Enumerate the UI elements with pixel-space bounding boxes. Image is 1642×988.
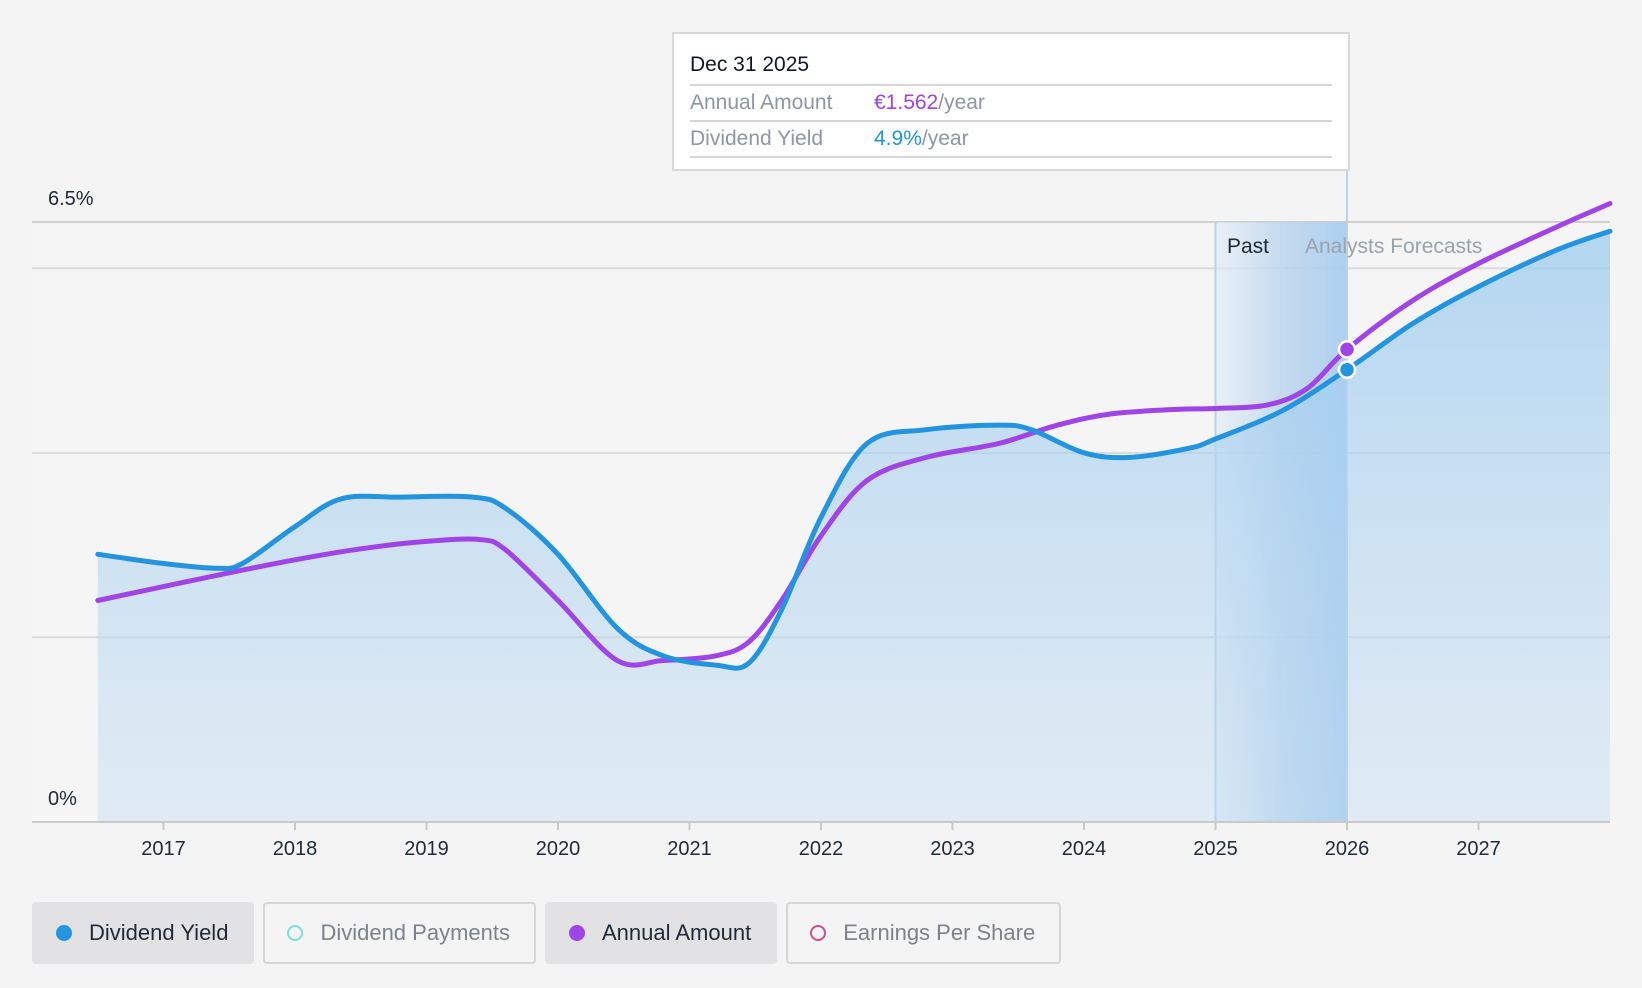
- tooltip-row-annual-amount: Annual Amount €1.562 /year: [690, 86, 1332, 122]
- past-label: Past: [1227, 235, 1269, 258]
- dividend-yield-area: [97, 231, 1610, 822]
- x-tick-label: 2023: [930, 838, 975, 860]
- legend-annual-amount-label: Annual Amount: [601, 920, 752, 945]
- legend-dividend-payments-label: Dividend Payments: [320, 920, 510, 945]
- x-tick-label: 2022: [799, 838, 844, 860]
- dividend-payments-dot-icon: [287, 925, 304, 941]
- annual-amount-dot-icon: [568, 925, 585, 941]
- legend-dividend-yield-label: Dividend Yield: [89, 920, 229, 945]
- x-tick-label: 2017: [141, 838, 186, 860]
- tooltip-dividend-yield-value: 4.9%: [874, 127, 922, 150]
- annual-amount-line: [95, 201, 1613, 668]
- dividend-yield-line: [95, 228, 1613, 671]
- tooltip-annual-amount-label: Annual Amount: [690, 91, 833, 114]
- annual-amount-marker: [1337, 340, 1357, 359]
- tooltip-dividend-yield-unit: /year: [921, 127, 969, 150]
- tooltip: Dec 31 2025 Annual Amount €1.562 /year D…: [672, 32, 1350, 171]
- x-axis-ticks: 2017 2018 2019 2020 2021 2022 2023 2024 2025 2026…: [141, 822, 1501, 860]
- x-tick-label: 2026: [1325, 838, 1370, 860]
- dividend-yield-dot-icon: [56, 925, 72, 941]
- legend: Dividend Yield Dividend Payments Annual …: [32, 902, 1070, 964]
- dividend-yield-marker: [1337, 360, 1357, 379]
- y-axis-min-label: 0%: [48, 788, 77, 810]
- tooltip-date: Dec 31 2025: [690, 50, 1332, 86]
- legend-dividend-payments-button[interactable]: Dividend Payments: [263, 902, 536, 964]
- x-tick-label: 2025: [1193, 838, 1238, 860]
- legend-dividend-yield-button[interactable]: Dividend Yield: [32, 902, 255, 964]
- analysts-forecasts-label: Analysts Forecasts: [1305, 235, 1482, 258]
- tooltip-row-dividend-yield: Dividend Yield 4.9% /year: [690, 122, 1332, 158]
- earnings-per-share-dot-icon: [810, 925, 827, 941]
- x-tick-label: 2019: [404, 838, 449, 860]
- x-tick-label: 2027: [1456, 838, 1501, 860]
- legend-earnings-per-share-label: Earnings Per Share: [843, 920, 1036, 945]
- x-tick-label: 2021: [667, 838, 712, 860]
- x-tick-label: 2024: [1062, 838, 1107, 860]
- tooltip-dividend-yield-label: Dividend Yield: [690, 127, 824, 150]
- y-axis-max-label: 6.5%: [48, 188, 94, 210]
- legend-earnings-per-share-button[interactable]: Earnings Per Share: [786, 902, 1062, 964]
- x-tick-label: 2020: [536, 838, 581, 860]
- legend-annual-amount-button[interactable]: Annual Amount: [544, 902, 778, 964]
- tooltip-annual-amount-value: €1.562: [874, 91, 939, 114]
- tooltip-annual-amount-unit: /year: [938, 91, 985, 114]
- x-tick-label: 2018: [273, 838, 318, 860]
